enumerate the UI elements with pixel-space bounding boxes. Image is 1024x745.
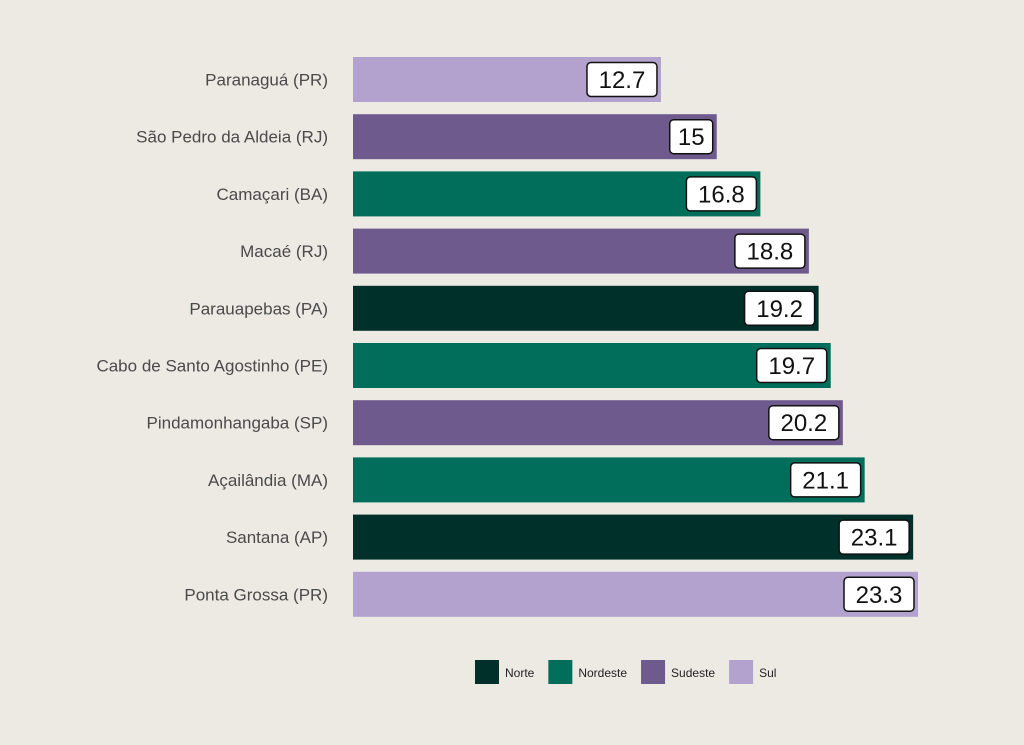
value-label-box xyxy=(768,404,840,441)
value-label: 21.1 xyxy=(802,467,849,494)
value-label: 20.2 xyxy=(780,410,827,437)
value-label-box xyxy=(743,290,816,327)
legend-swatch xyxy=(548,660,573,684)
value-label-box xyxy=(843,576,915,613)
category-label: Camaçari (BA) xyxy=(217,185,328,204)
legend-label: Nordeste xyxy=(578,666,627,680)
category-label: Açailândia (MA) xyxy=(208,471,328,490)
legend-label: Sul xyxy=(759,666,776,680)
value-label: 18.8 xyxy=(747,239,794,266)
value-label: 15 xyxy=(678,124,705,151)
value-label: 23.3 xyxy=(856,582,903,609)
category-label: São Pedro da Aldeia (RJ) xyxy=(136,128,328,147)
bar xyxy=(353,400,843,446)
value-label: 16.8 xyxy=(698,181,745,208)
bar xyxy=(353,457,865,503)
value-label-box xyxy=(755,347,828,384)
bar xyxy=(353,228,809,274)
value-label-box xyxy=(685,176,758,212)
legend-swatch xyxy=(729,660,754,684)
value-label-box xyxy=(586,61,658,98)
value-label: 23.1 xyxy=(851,525,898,552)
legend-swatch xyxy=(475,660,499,684)
bar xyxy=(353,514,914,560)
bar xyxy=(353,114,717,160)
legend-swatch xyxy=(641,660,666,684)
legend-item: Sul xyxy=(729,660,776,684)
legend-label: Norte xyxy=(505,666,535,680)
legend-label: Sudeste xyxy=(671,666,715,680)
category-label: Parauapebas (PA) xyxy=(189,299,328,318)
legend-item: Sudeste xyxy=(641,660,715,684)
bar-row: Açailândia (MA) 21.1 xyxy=(208,457,865,503)
bar xyxy=(353,343,831,388)
legend: Norte Nordeste Sudeste Sul xyxy=(475,660,776,684)
bar-row: Cabo de Santo Agostinho (PE) 19.7 xyxy=(96,343,831,388)
bars-layer: Paranaguá (PR) 12.7 São Pedro da Aldeia (R… xyxy=(96,57,918,617)
bar xyxy=(353,285,819,331)
value-label: 19.2 xyxy=(756,296,803,323)
category-label: Ponta Grossa (PR) xyxy=(184,585,328,604)
bar-row: Macaé (RJ) 18.8 xyxy=(240,228,809,274)
bar-row: Parauapebas (PA) 19.2 xyxy=(189,285,819,331)
value-label-box xyxy=(789,462,862,498)
bar xyxy=(353,571,918,617)
legend-item: Norte xyxy=(475,660,535,684)
category-label: Paranaguá (PR) xyxy=(205,71,328,90)
legend-item: Nordeste xyxy=(548,660,627,684)
value-label: 12.7 xyxy=(599,67,646,94)
category-label: Pindamonhangaba (SP) xyxy=(147,414,328,433)
category-label: Cabo de Santo Agostinho (PE) xyxy=(96,357,328,376)
bar-row: Pindamonhangaba (SP) 20.2 xyxy=(147,400,843,446)
category-label: Santana (AP) xyxy=(226,528,328,547)
bar-row: São Pedro da Aldeia (RJ) 15 xyxy=(136,114,717,160)
bar-row: Camaçari (BA) 16.8 xyxy=(217,171,761,217)
value-label-box xyxy=(838,519,910,555)
value-label-box xyxy=(668,118,714,155)
bar-row: Paranaguá (PR) 12.7 xyxy=(205,57,661,102)
bar-row: Ponta Grossa (PR) 23.3 xyxy=(184,571,918,617)
value-label: 19.7 xyxy=(768,353,815,380)
category-label: Macaé (RJ) xyxy=(240,242,328,261)
bar-row: Santana (AP) 23.1 xyxy=(226,514,914,560)
value-label-box xyxy=(734,233,806,269)
